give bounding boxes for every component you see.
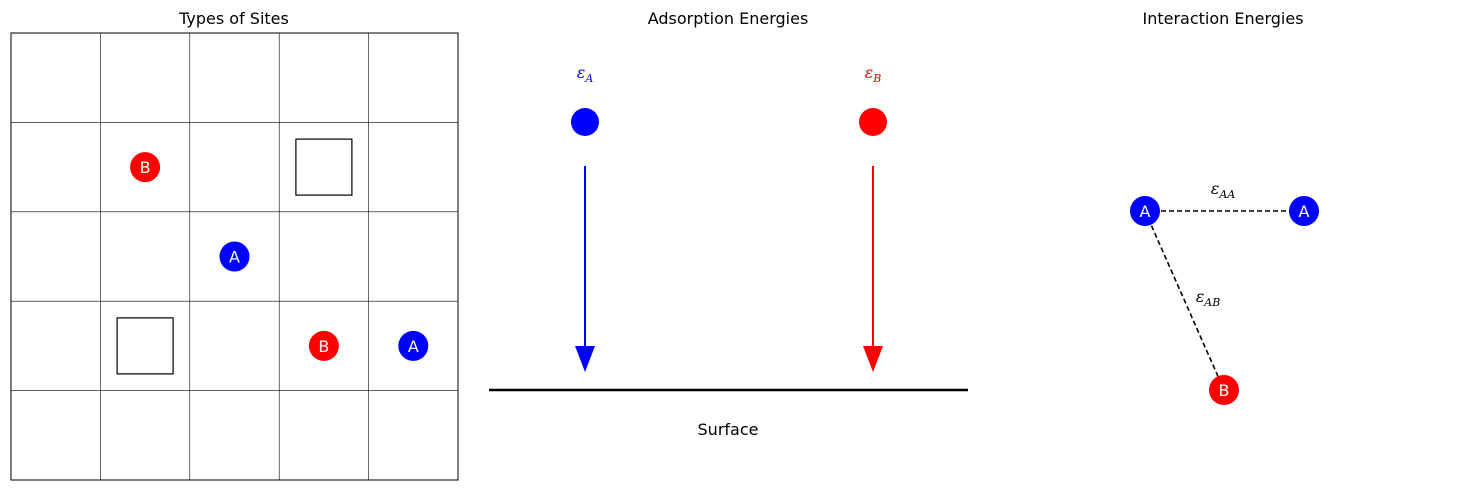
species-label: B xyxy=(140,158,151,177)
bond-ab xyxy=(1144,210,1225,391)
adsorption-label-b: εB xyxy=(865,63,882,85)
adsorption-panel: Adsorption Energies εA εB Surface xyxy=(489,9,968,439)
species-label: A xyxy=(1299,202,1310,221)
node-a-right: A xyxy=(1289,196,1319,226)
epsilon-symbol: ε xyxy=(865,63,874,82)
adsorbed-a: A xyxy=(219,241,250,272)
adsorbate-b xyxy=(859,108,887,136)
adsorption-title: Adsorption Energies xyxy=(648,9,809,28)
adsorbed-b: B xyxy=(130,152,161,183)
label-subscript: B xyxy=(872,72,881,85)
bond-ab-label: εAB xyxy=(1196,287,1221,309)
adsorption-label-a: εA xyxy=(577,63,594,85)
label-subscript: AA xyxy=(1218,188,1235,201)
species-label: B xyxy=(318,337,329,356)
label-subscript: AB xyxy=(1203,296,1220,309)
adsorption-arrow-b-head xyxy=(863,346,883,372)
species-label: A xyxy=(1140,202,1151,221)
adsorption-arrow-a-head xyxy=(575,346,595,372)
species-label: A xyxy=(408,337,419,356)
species-a-disc xyxy=(219,241,250,272)
sites-occupants: B A B A xyxy=(130,152,429,361)
species-label: B xyxy=(1219,381,1230,400)
label-subscript: A xyxy=(584,72,593,85)
adsorbed-a: A xyxy=(398,330,429,361)
grid-frame xyxy=(10,32,459,481)
node-b: B xyxy=(1209,375,1239,405)
bond-aa-label: εAA xyxy=(1211,179,1236,201)
species-b-disc xyxy=(130,152,161,183)
species-a-disc xyxy=(398,330,429,361)
epsilon-symbol: ε xyxy=(1196,287,1205,306)
sites-grid xyxy=(10,32,459,481)
interaction-title: Interaction Energies xyxy=(1142,9,1303,28)
adsorbed-b: B xyxy=(308,330,339,361)
interaction-panel: Interaction Energies εAA εAB A A B xyxy=(1130,9,1319,405)
sites-title: Types of Sites xyxy=(178,9,289,28)
vacant-site xyxy=(295,138,353,196)
sites-panel: Types of Sites B A B A xyxy=(10,9,459,481)
sites-vacancies xyxy=(116,138,353,375)
surface-label: Surface xyxy=(698,420,759,439)
species-b-disc xyxy=(1209,375,1239,405)
epsilon-symbol: ε xyxy=(577,63,586,82)
epsilon-symbol: ε xyxy=(1211,179,1220,198)
adsorbate-a xyxy=(571,108,599,136)
species-a-disc xyxy=(1289,196,1319,226)
species-b-disc xyxy=(308,330,339,361)
species-a-disc xyxy=(1130,196,1160,226)
species-label: A xyxy=(229,248,240,267)
vacant-site xyxy=(116,317,174,375)
node-a-left: A xyxy=(1130,196,1160,226)
